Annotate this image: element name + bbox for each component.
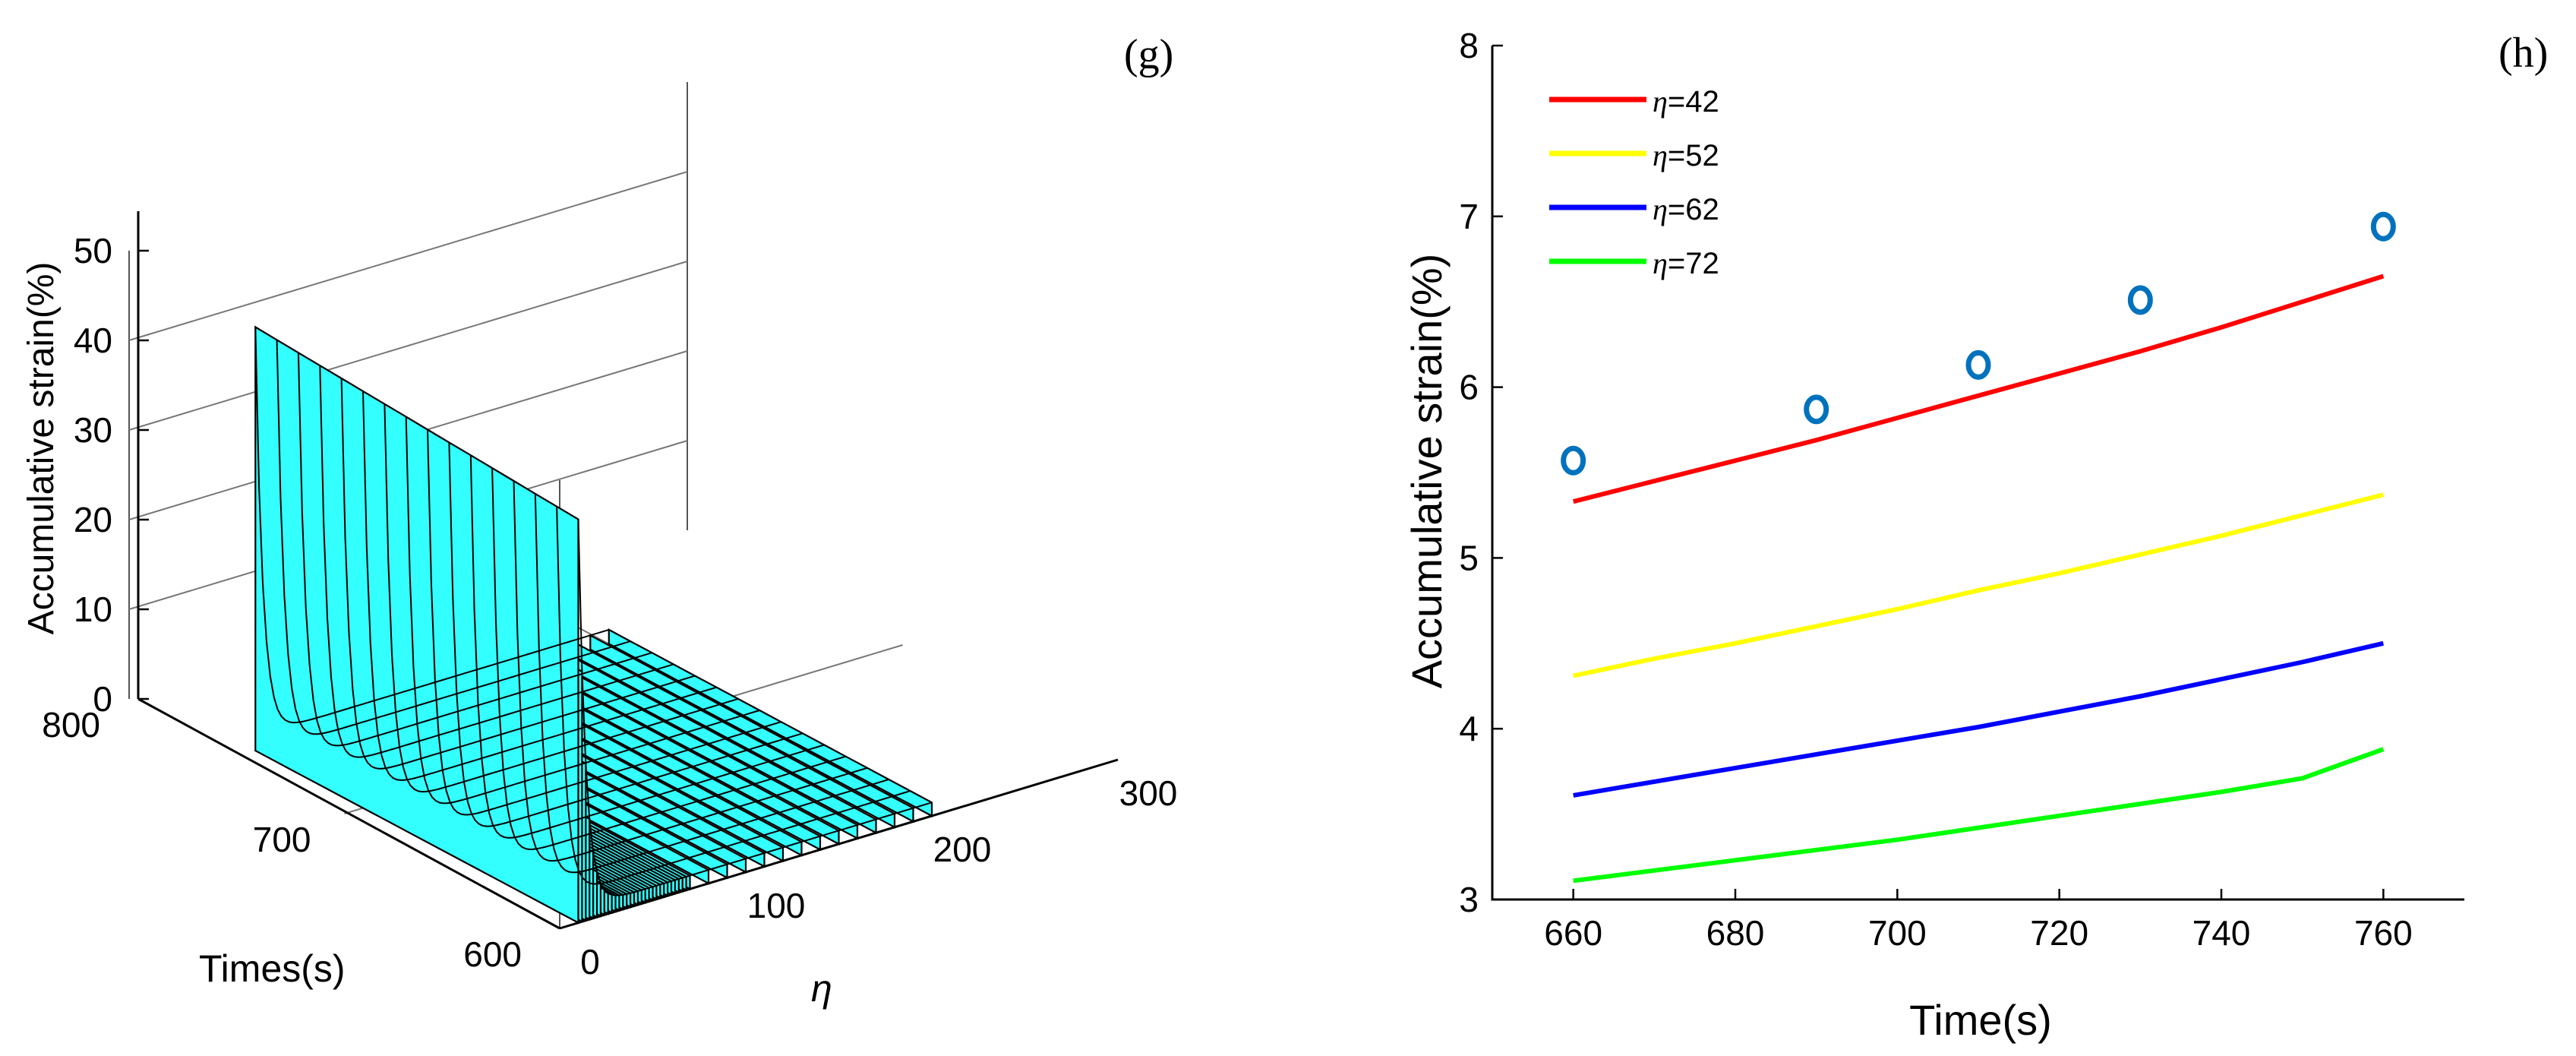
data-marker	[2127, 285, 2153, 315]
x-tick-label: 740	[2192, 913, 2251, 953]
surface-strip	[608, 628, 933, 817]
time-tick-label: 700	[253, 820, 311, 859]
z-tick-label: 0	[93, 679, 112, 719]
data-marker	[1804, 394, 1829, 425]
panel-h-legend: η=42 η=52 η=62 η=72	[1549, 84, 1719, 280]
legend-label-4: η=72	[1653, 246, 1719, 280]
surface-edge	[362, 390, 717, 781]
series-line-1	[1572, 273, 2385, 504]
surface-edge	[491, 468, 846, 851]
surface-edge	[556, 506, 911, 885]
x-tick-label: 760	[2354, 913, 2413, 953]
panel-h-x-axis-label: Time(s)	[1909, 996, 2052, 1044]
y-tick-label: 5	[1459, 538, 1479, 577]
surface-edge	[319, 365, 674, 758]
eta-tick-label: 200	[933, 830, 992, 869]
surface-edge	[448, 442, 803, 827]
panel-g-z-axis-label: Accumulative strain(%)	[21, 262, 62, 635]
grid-back-30	[128, 261, 688, 431]
z-tick-label: 40	[74, 321, 112, 360]
y-tick-label: 7	[1459, 197, 1479, 236]
series-line-4	[1573, 747, 2385, 884]
panel-h-label: (h)	[2499, 30, 2548, 77]
time-axis-line	[137, 697, 560, 930]
surface-edge	[577, 519, 933, 896]
series-line-2	[1573, 492, 2385, 678]
x-tick-label: 700	[1868, 913, 1927, 953]
surface-edge	[405, 416, 760, 805]
panel-g-label: (g)	[1124, 31, 1173, 78]
y-tick-label: 6	[1459, 368, 1479, 407]
z-tick-label: 10	[74, 590, 112, 629]
panel-h-ticks: 660 680 700 720 740 760 3 4 5 6 7 8	[1459, 26, 2412, 953]
series-line-3	[1573, 640, 2384, 798]
data-marker	[2370, 211, 2396, 242]
surface-edge	[427, 429, 781, 816]
z-tick-label: 30	[74, 410, 112, 450]
grid-back-40	[128, 171, 688, 341]
surface-edge	[297, 353, 652, 747]
data-marker	[1561, 445, 1586, 476]
surface-edge	[469, 455, 825, 839]
panel-g-x-axis-label: η	[811, 967, 832, 1010]
panel-h-line-chart: (h) 660 680 700 720 740 760 3 4 5 6 7 8 η=42 η=52 η=6…	[1403, 26, 2548, 1044]
panel-h-series	[1572, 273, 2385, 884]
surface-edge	[384, 403, 739, 793]
panel-h-markers	[1561, 211, 2396, 476]
data-marker	[1965, 349, 1991, 380]
surface-edge	[276, 340, 631, 735]
panel-g-surface	[254, 325, 933, 925]
panel-g-y-axis-label: Times(s)	[199, 947, 346, 990]
legend-label-1: η=42	[1653, 84, 1719, 119]
surface-edge	[340, 378, 696, 770]
surface-strip	[589, 634, 914, 824]
time-tick-label: 800	[42, 705, 100, 745]
z-tick-label: 20	[74, 500, 112, 539]
time-tick-label: 600	[463, 934, 522, 974]
surface-edge	[254, 327, 610, 724]
y-tick-label: 3	[1459, 880, 1479, 919]
y-tick-label: 8	[1459, 26, 1479, 65]
eta-tick-label: 0	[580, 942, 600, 982]
surface-edge	[513, 480, 868, 862]
surface-edge	[534, 493, 889, 874]
legend-label-3: η=62	[1653, 192, 1719, 226]
x-tick-label: 660	[1544, 913, 1602, 953]
y-tick-label: 4	[1459, 709, 1479, 748]
legend-label-2: η=52	[1653, 138, 1719, 172]
x-tick-label: 680	[1706, 913, 1765, 953]
eta-tick-label: 100	[747, 886, 806, 925]
panel-h-y-axis-label: Accumulative strain(%)	[1403, 254, 1451, 689]
z-tick-label: 50	[74, 231, 112, 270]
x-tick-label: 720	[2030, 913, 2088, 953]
panel-h-axes-frame	[1491, 46, 2464, 901]
surface-strip	[254, 325, 579, 925]
eta-tick-label: 300	[1119, 773, 1178, 813]
